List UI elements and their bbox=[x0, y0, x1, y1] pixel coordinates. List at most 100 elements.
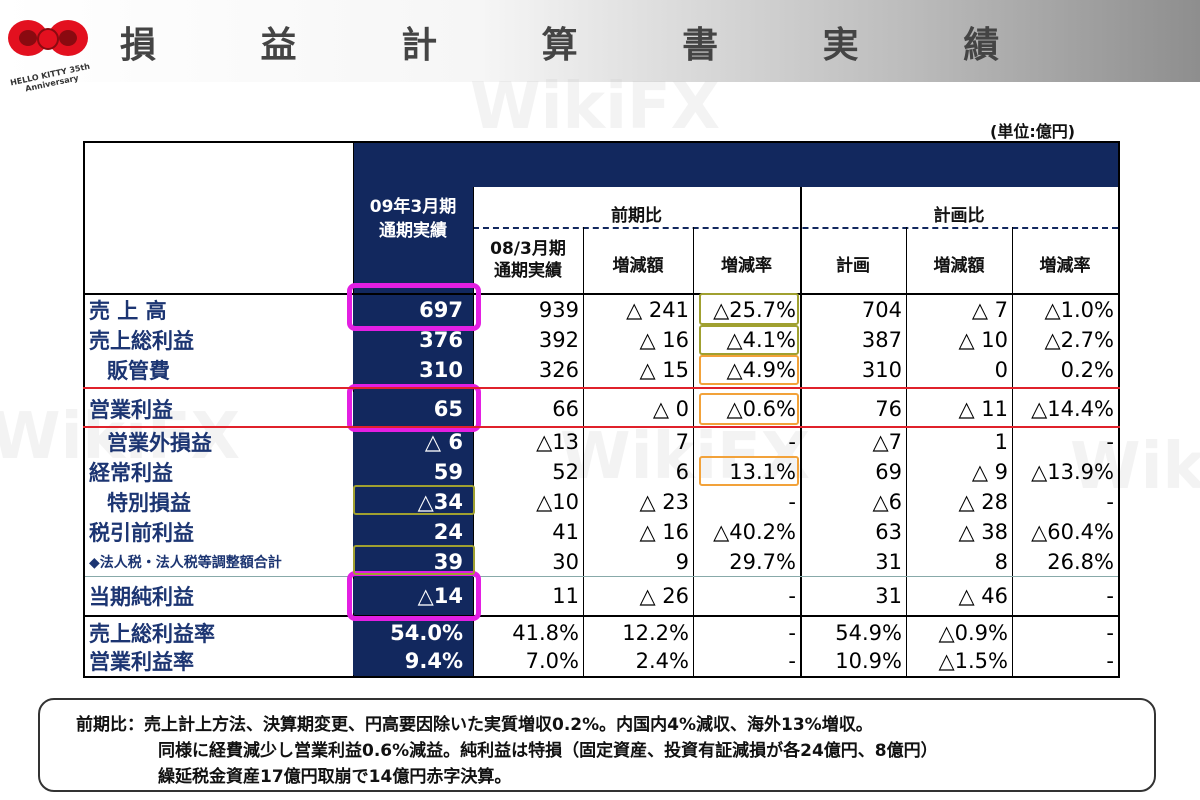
prev-value: 7.0% bbox=[525, 649, 579, 673]
highlight-box-op-rate bbox=[699, 393, 799, 425]
watermark: WikiFX bbox=[470, 70, 721, 144]
plan-value: 31 bbox=[875, 550, 902, 574]
plan-value: 69 bbox=[875, 460, 902, 484]
yoy-change-value: △ 23 bbox=[639, 490, 689, 514]
row-label: 税引前利益 bbox=[89, 521, 194, 545]
header-bottom-line bbox=[85, 293, 1118, 295]
plan-change-value: △ 7 bbox=[971, 298, 1008, 322]
yoy-change-value: 9 bbox=[675, 550, 689, 574]
plan-value: △6 bbox=[872, 490, 902, 514]
plan-value: △7 bbox=[872, 430, 902, 454]
prev-value: 66 bbox=[552, 397, 579, 421]
table-header-band bbox=[353, 143, 1118, 187]
highlight-box-sga-rate bbox=[699, 355, 799, 385]
row-label: 営業外損益 bbox=[107, 431, 212, 455]
yoy-change-value: 7 bbox=[675, 430, 689, 454]
header-prev-period: 08/3月期 通期実績 bbox=[490, 239, 566, 281]
header-yoy-group: 前期比 bbox=[611, 206, 662, 226]
prev-value: 11 bbox=[552, 584, 579, 608]
yoy-rate-value: - bbox=[788, 621, 796, 645]
row-line bbox=[85, 576, 1118, 577]
yoy-change-value: 6 bbox=[675, 460, 689, 484]
page-title: 損 益 計 算 書 実 績 bbox=[120, 25, 1046, 66]
plan-change-value: △ 9 bbox=[971, 460, 1008, 484]
table-row: 売上総利益 376 392 △ 16 △4.1% 387 △ 10 △2.7% bbox=[85, 325, 1118, 355]
header-plan-rate: 増減率 bbox=[1039, 256, 1091, 276]
prev-value: 52 bbox=[552, 460, 579, 484]
plan-change-value: △1.5% bbox=[938, 649, 1008, 673]
header-plan-change: 増減額 bbox=[933, 256, 985, 276]
current-value: 24 bbox=[353, 517, 473, 547]
table-row: 売上総利益率 54.0% 41.8% 12.2% - 54.9% △0.9% - bbox=[85, 619, 1118, 647]
yoy-change-value: △ 15 bbox=[639, 358, 689, 382]
prev-value: 939 bbox=[538, 298, 579, 322]
plan-change-value: △ 38 bbox=[958, 520, 1008, 544]
yoy-change-value: △ 241 bbox=[626, 298, 689, 322]
row-label: 営業利益率 bbox=[89, 650, 194, 674]
header-plan-group: 計画比 bbox=[933, 206, 985, 226]
plan-rate-value: △1.0% bbox=[1044, 298, 1114, 322]
note-box: 前期比：売上計上方法、決算期変更、円高要因除いた実質増収0.2%。内国内4%減収… bbox=[38, 698, 1156, 792]
plan-value: 54.9% bbox=[835, 621, 902, 645]
plan-rate-value: - bbox=[1106, 490, 1114, 514]
plan-change-value: △ 46 bbox=[958, 584, 1008, 608]
highlight-box-sales-rate bbox=[699, 293, 799, 325]
plan-rate-value: - bbox=[1106, 649, 1114, 673]
row-label: 販管費 bbox=[107, 359, 170, 383]
plan-value: 31 bbox=[875, 584, 902, 608]
plan-rate-value: △60.4% bbox=[1031, 520, 1114, 544]
plan-value: 10.9% bbox=[835, 649, 902, 673]
prev-value: △13 bbox=[536, 430, 579, 454]
plan-value: 63 bbox=[875, 520, 902, 544]
table-row: 営業利益 65 66 △ 0 △0.6% 76 △ 11 △14.4% bbox=[85, 392, 1118, 426]
current-value: 54.0% bbox=[353, 619, 473, 647]
header-banner bbox=[0, 0, 1200, 82]
header-plan: 計画 bbox=[836, 256, 870, 276]
prev-value: 41 bbox=[552, 520, 579, 544]
table-row: 営業利益率 9.4% 7.0% 2.4% - 10.9% △1.5% - bbox=[85, 647, 1118, 675]
header-dashed-divider bbox=[473, 227, 1118, 229]
current-value: 59 bbox=[353, 457, 473, 487]
note-line-2: 同様に経費減少し営業利益0.6%減益。純利益は特損（固定資産、投資有証減損が各2… bbox=[158, 741, 938, 761]
row-label: 当期純利益 bbox=[89, 585, 194, 609]
yoy-rate-value: - bbox=[788, 584, 796, 608]
prev-value: 326 bbox=[538, 358, 579, 382]
table-row: ◆法人税・法人税等調整額合計 39 30 9 29.7% 31 8 26.8% bbox=[85, 547, 1118, 577]
row-label: 特別損益 bbox=[107, 491, 191, 515]
yoy-change-value: △ 16 bbox=[639, 520, 689, 544]
grid-line bbox=[1012, 227, 1013, 676]
plan-value: 704 bbox=[861, 298, 902, 322]
table-row: 売 上 高 697 939 △ 241 △25.7% 704 △ 7 △1.0% bbox=[85, 295, 1118, 325]
row-label: 売上総利益 bbox=[89, 329, 194, 353]
plan-value: 387 bbox=[861, 328, 902, 352]
plan-change-value: △0.9% bbox=[938, 621, 1008, 645]
note-line-3: 繰延税金資産17億円取崩で14億円赤字決算。 bbox=[158, 767, 512, 787]
prev-value: △10 bbox=[536, 490, 579, 514]
current-value: 65 bbox=[353, 392, 473, 426]
header-yoy-rate: 増減率 bbox=[721, 256, 772, 276]
plan-change-value: △ 28 bbox=[958, 490, 1008, 514]
highlight-box-tax bbox=[353, 545, 475, 575]
watermark: WikiFX bbox=[0, 400, 241, 474]
highlight-box-sales bbox=[347, 283, 481, 331]
row-label: 売上総利益率 bbox=[89, 622, 215, 646]
header-yoy-change: 増減額 bbox=[612, 256, 664, 276]
plan-rate-value: 0.2% bbox=[1060, 358, 1114, 382]
watermark: WikiFX bbox=[1070, 430, 1200, 504]
table-row: 販管費 310 326 △ 15 △4.9% 310 0 0.2% bbox=[85, 355, 1118, 385]
current-value: 310 bbox=[353, 355, 473, 385]
yoy-change-value: 2.4% bbox=[635, 649, 689, 673]
plan-rate-value: 26.8% bbox=[1047, 550, 1114, 574]
plan-change-value: 8 bbox=[994, 550, 1008, 574]
current-value: 697 bbox=[353, 295, 473, 325]
hello-kitty-logo: HELLO KITTY 35th Anniversary bbox=[6, 8, 91, 104]
ribbon-icon bbox=[8, 20, 88, 56]
current-value: △14 bbox=[353, 579, 473, 613]
income-statement-table: 09年3月期 通期実績 前期比 計画比 08/3月期 通期実績 増減額 増減率 計画… bbox=[83, 141, 1120, 678]
yoy-rate-value: - bbox=[788, 430, 796, 454]
row-label: 売 上 高 bbox=[89, 299, 167, 323]
plan-change-value: 1 bbox=[994, 430, 1008, 454]
plan-rate-value: - bbox=[1106, 621, 1114, 645]
grid-line bbox=[583, 227, 584, 676]
plan-value: 310 bbox=[861, 358, 902, 382]
